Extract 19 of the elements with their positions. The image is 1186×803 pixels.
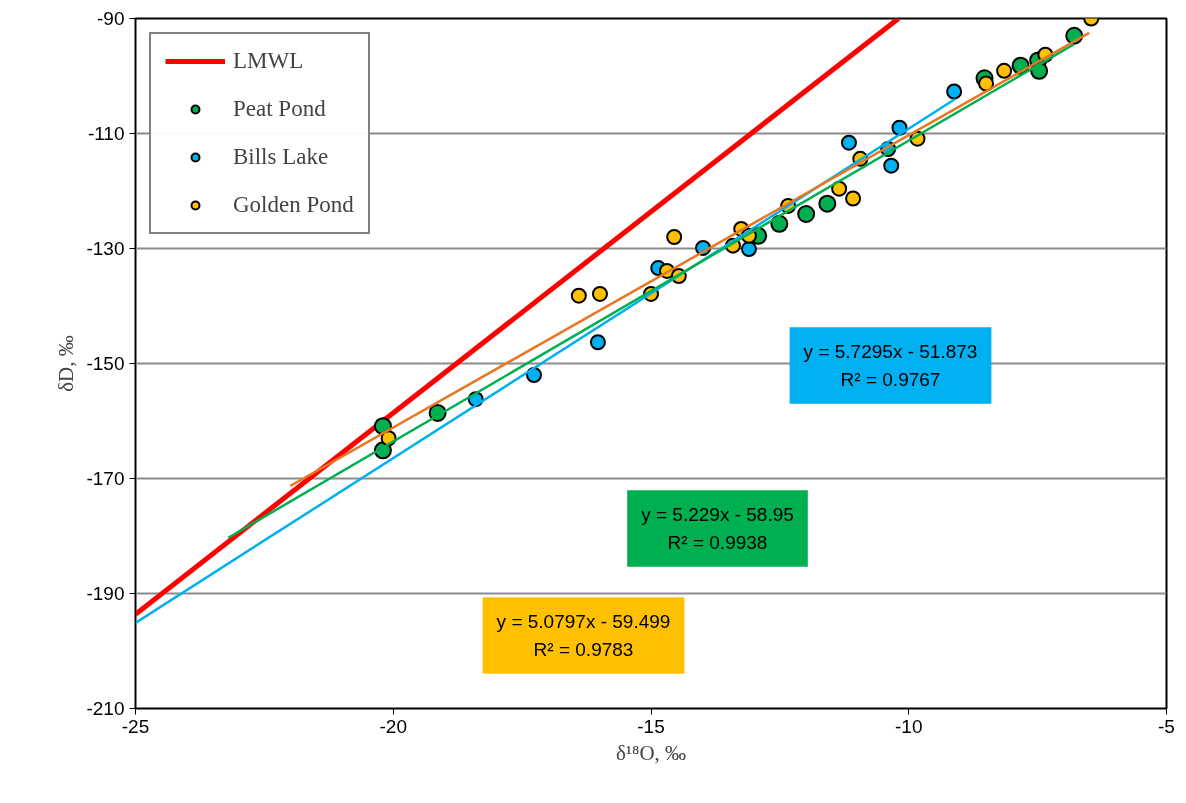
y-tick-label: -110 <box>87 123 125 144</box>
legend-label: LMWL <box>233 48 304 74</box>
x-tick-label: -5 <box>1158 715 1175 737</box>
x-tick-label: -20 <box>379 715 407 737</box>
annotation: y = 5.229x - 58.95 R² = 0.9938 <box>641 504 794 553</box>
x-tick-label: -10 <box>895 715 923 737</box>
legend-label: Golden Pond <box>233 192 354 218</box>
y-tick-label: -170 <box>86 468 125 489</box>
y-tick-label: -190 <box>86 583 125 604</box>
legend-label: Peat Pond <box>233 96 326 122</box>
x-tick-label: -15 <box>637 715 665 737</box>
y-tick-label: -90 <box>97 8 125 29</box>
legend-label: Bills Lake <box>233 144 329 170</box>
annotation: y = 5.7295x - 51.873 R² = 0.9767 <box>803 341 978 390</box>
x-axis-title: δ¹⁸O, ‰ <box>615 740 687 765</box>
y-tick-label: -130 <box>86 238 125 259</box>
annotation: y = 5.0797x - 59.499 R² = 0.9783 <box>496 611 671 660</box>
y-axis-title: δD, ‰ <box>54 335 79 392</box>
y-tick-label: -150 <box>86 353 125 374</box>
